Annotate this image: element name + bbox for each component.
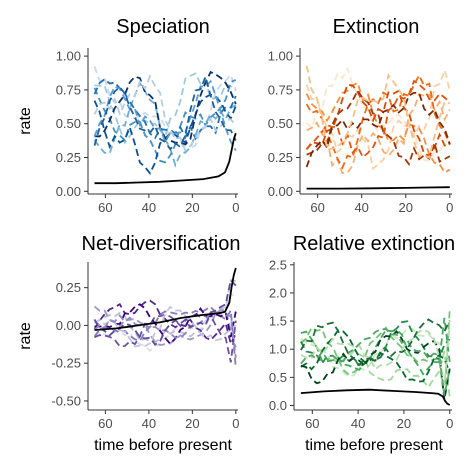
y-tick-label: 0.5 — [269, 370, 287, 385]
y-tick-label: 0.25 — [56, 150, 81, 165]
x-tick-label: 60 — [305, 416, 319, 431]
series-line — [305, 66, 451, 162]
series-line — [93, 78, 237, 141]
reference-line — [94, 267, 237, 331]
panel-extinction: Extinction 0.00 0.25 0.50 0.75 1.00 60 40 20 0 — [268, 16, 454, 215]
series-line — [94, 72, 237, 145]
y-tick-label: 2.0 — [269, 285, 287, 300]
series-line — [93, 299, 237, 347]
series-line — [93, 278, 237, 346]
y-axis-title: rate — [17, 322, 34, 350]
x-tick-label: 60 — [98, 200, 112, 215]
y-tick-label: 0.50 — [56, 116, 81, 131]
series-line — [305, 79, 451, 159]
series-line — [305, 73, 451, 170]
series-line — [305, 91, 451, 168]
y-tick-label: 0.00 — [268, 184, 293, 199]
series-line — [305, 65, 451, 160]
series-line — [300, 328, 451, 396]
panel-title: Relative extinction — [293, 233, 455, 255]
x-tick-label: 20 — [399, 200, 413, 215]
x-tick-label: 40 — [142, 200, 156, 215]
series-line — [93, 79, 237, 164]
reference-line — [94, 132, 237, 185]
reference-line — [306, 186, 450, 190]
y-axis-title: rate — [17, 107, 34, 135]
series-line — [93, 305, 237, 368]
series-line — [94, 305, 237, 348]
y-tick-label: 0.00 — [56, 318, 81, 333]
series-line — [300, 330, 451, 400]
series-line — [93, 305, 237, 348]
y-tick-label: -0.50 — [51, 393, 81, 408]
x-tick-label: 0 — [446, 416, 453, 431]
x-tick-label: 40 — [351, 416, 365, 431]
x-tick-label: 40 — [142, 416, 156, 431]
plot-area: 0.00 0.25 0.50 0.75 1.00 60 40 20 0 — [268, 48, 453, 215]
plot-area: -0.50 -0.25 0.00 0.25 60 40 20 0 — [51, 262, 239, 431]
x-tick-label: 40 — [354, 200, 368, 215]
y-tick-label: 0.25 — [268, 150, 293, 165]
y-tick-label: 0.25 — [56, 280, 81, 295]
y-tick-label: 1.00 — [56, 49, 81, 64]
x-tick-label: 20 — [185, 416, 199, 431]
plot-area: 0.00 0.25 0.50 0.75 1.00 60 40 20 0 — [56, 48, 239, 215]
panel-speciation: Speciation 0.00 0.25 0.50 0.75 1.00 60 40 20 0 r… — [17, 16, 239, 215]
series-line — [94, 313, 237, 363]
series-line — [93, 66, 237, 155]
series-line — [300, 324, 451, 386]
series-line — [93, 74, 237, 152]
y-tick-label: 2.5 — [269, 257, 287, 272]
panel-title: Speciation — [116, 16, 209, 38]
x-tick-label: 0 — [446, 200, 453, 215]
series-line — [93, 74, 237, 151]
x-tick-label: 60 — [98, 416, 112, 431]
y-tick-label: 0.50 — [268, 116, 293, 131]
y-tick-label: 0.75 — [268, 82, 293, 97]
series-line — [300, 329, 451, 383]
y-tick-label: 1.0 — [269, 342, 287, 357]
x-tick-label: 0 — [232, 200, 239, 215]
series-line — [93, 79, 237, 151]
x-tick-label: 0 — [232, 416, 239, 431]
panel-relative-extinction: Relative extinction 0.0 0.5 1.0 1.5 2.0 2.5 60… — [269, 233, 455, 454]
series-line — [305, 81, 451, 174]
y-tick-label: 1.00 — [268, 49, 293, 64]
series-line — [300, 310, 451, 401]
y-tick-label: 1.5 — [269, 314, 287, 329]
y-tick-label: 0.75 — [56, 82, 81, 97]
panel-net-diversification: Net-diversification -0.50 -0.25 0.00 0.25 60… — [17, 233, 240, 454]
series-line — [94, 70, 237, 146]
series-line — [94, 303, 237, 346]
y-tick-label: 0.00 — [56, 184, 81, 199]
series-line — [306, 93, 451, 174]
panel-title: Extinction — [333, 16, 420, 38]
series-line — [300, 327, 451, 378]
panel-title: Net-diversification — [82, 233, 241, 255]
x-tick-label: 20 — [397, 416, 411, 431]
x-tick-label: 20 — [185, 200, 199, 215]
x-axis-title: time before present — [305, 437, 443, 454]
y-tick-label: -0.25 — [51, 356, 81, 371]
y-tick-label: 0.0 — [269, 398, 287, 413]
reference-line — [300, 388, 451, 406]
x-tick-label: 60 — [310, 200, 324, 215]
plot-area: 0.0 0.5 1.0 1.5 2.0 2.5 60 40 20 0 — [269, 257, 453, 431]
x-axis-title: time before present — [94, 437, 232, 454]
